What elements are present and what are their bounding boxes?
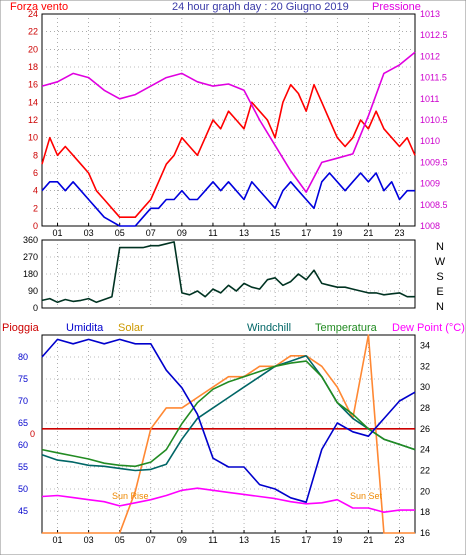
x-tick-label: 19 xyxy=(332,228,342,238)
temperature-tick-label: 28 xyxy=(420,403,430,413)
humidity-tick-label: 50 xyxy=(18,484,28,494)
temperature-line xyxy=(41,360,416,468)
wind-gust-line xyxy=(41,172,415,227)
compass-label: S xyxy=(436,271,443,283)
wind-speed-tick-label: 2 xyxy=(33,203,38,213)
humidity-tick-label: 70 xyxy=(18,396,28,406)
x-tick-label: 17 xyxy=(301,535,311,545)
pressure-tick-label: 1009.5 xyxy=(420,157,448,167)
x-tick-label: 15 xyxy=(270,228,280,238)
x-tick-label: 11 xyxy=(208,535,217,545)
wind-speed-tick-label: 0 xyxy=(33,221,38,231)
temperature-tick-label: 22 xyxy=(420,465,430,475)
pressure-tick-label: 1011.5 xyxy=(420,73,447,83)
pressure-tick-label: 1009 xyxy=(420,179,440,189)
wind-speed-tick-label: 8 xyxy=(33,150,38,160)
wind-speed-line xyxy=(41,83,416,218)
compass-label: N xyxy=(436,241,444,253)
direction-tick-label: 360 xyxy=(23,235,38,245)
wind-speed-tick-label: 4 xyxy=(33,186,38,196)
x-tick-label: 21 xyxy=(363,228,373,238)
x-tick-label: 15 xyxy=(270,535,280,545)
sunset-label: Sun Set xyxy=(350,491,383,501)
pressure-axis-label: Pressione xyxy=(372,1,421,13)
pressure-tick-label: 1012 xyxy=(420,51,440,61)
x-tick-label: 05 xyxy=(115,535,125,545)
temperature-tick-label: 24 xyxy=(420,445,430,455)
compass-label: W xyxy=(435,256,446,268)
humidity-tick-label: 60 xyxy=(18,440,28,450)
humidity-tick-label: 75 xyxy=(18,374,28,384)
x-tick-label: 07 xyxy=(146,535,156,545)
pressure-tick-label: 1008.5 xyxy=(420,200,448,210)
temperature-tick-label: 32 xyxy=(420,361,430,371)
legend-windchill: Windchill xyxy=(247,322,291,334)
x-tick-label: 05 xyxy=(115,228,125,238)
temperature-tick-label: 26 xyxy=(420,424,430,434)
x-tick-label: 23 xyxy=(394,535,404,545)
legend-temperature: Temperatura xyxy=(315,322,378,334)
sunrise-label: Sun Rise xyxy=(112,491,149,501)
direction-tick-label: 180 xyxy=(23,269,38,279)
direction-tick-label: 90 xyxy=(28,286,38,296)
compass-label: E xyxy=(436,286,443,298)
x-tick-label: 07 xyxy=(146,228,156,238)
x-tick-label: 03 xyxy=(84,228,94,238)
x-tick-label: 13 xyxy=(239,228,249,238)
grid-wind-direction xyxy=(42,240,415,308)
pressure-tick-label: 1013 xyxy=(420,9,440,19)
x-tick-label: 23 xyxy=(394,228,404,238)
pressure-tick-label: 1012.5 xyxy=(420,30,448,40)
wind-speed-tick-label: 12 xyxy=(28,115,38,125)
x-tick-label: 21 xyxy=(363,535,373,545)
wind-speed-tick-label: 20 xyxy=(28,44,38,54)
temperature-tick-label: 18 xyxy=(420,507,430,517)
dew-point-line xyxy=(41,487,415,514)
compass-label: N xyxy=(436,301,444,313)
temperature-tick-label: 34 xyxy=(420,340,430,350)
direction-tick-label: 270 xyxy=(23,252,38,262)
temperature-tick-label: 30 xyxy=(420,382,430,392)
panel-humidity-temperature xyxy=(41,334,416,534)
legend-humidity: Umidita xyxy=(66,322,104,334)
legend-dew-point: Dew Point (°C) xyxy=(392,322,465,334)
humidity-line xyxy=(41,338,416,504)
x-tick-label: 19 xyxy=(332,535,342,545)
x-tick-label: 13 xyxy=(239,535,249,545)
pressure-tick-label: 1010.5 xyxy=(420,115,448,125)
wind-speed-tick-label: 6 xyxy=(33,168,38,178)
legend-rain: Pioggia xyxy=(2,322,40,334)
pressure-tick-label: 1008 xyxy=(420,221,440,231)
wind-direction-line xyxy=(41,241,415,304)
temperature-tick-label: 16 xyxy=(420,528,430,538)
wind-speed-axis-label: Forza vento xyxy=(10,1,68,13)
pressure-tick-label: 1010 xyxy=(420,136,440,146)
wind-speed-tick-label: 22 xyxy=(28,27,38,37)
humidity-tick-label: 45 xyxy=(18,506,28,516)
chart-title: 24 hour graph day : 20 Giugno 2019 xyxy=(172,1,349,13)
temperature-tick-label: 20 xyxy=(420,486,430,496)
wind-speed-tick-label: 18 xyxy=(28,62,38,72)
wind-speed-tick-label: 10 xyxy=(28,133,38,143)
x-tick-label: 11 xyxy=(208,228,217,238)
x-tick-label: 09 xyxy=(177,535,187,545)
humidity-tick-label: 65 xyxy=(18,418,28,428)
humidity-tick-label: 80 xyxy=(18,352,28,362)
x-tick-label: 01 xyxy=(53,228,63,238)
pressure-line xyxy=(41,51,416,193)
x-tick-label: 09 xyxy=(177,228,187,238)
x-tick-label: 17 xyxy=(301,228,311,238)
direction-tick-label: 0 xyxy=(33,303,38,313)
windchill-line xyxy=(41,354,416,472)
wind-speed-tick-label: 14 xyxy=(28,97,38,107)
rain-zero-label: 0 xyxy=(30,429,35,439)
pressure-tick-label: 1011 xyxy=(420,94,439,104)
x-tick-label: 03 xyxy=(84,535,94,545)
humidity-tick-label: 55 xyxy=(18,462,28,472)
legend-solar: Solar xyxy=(118,322,144,334)
wind-speed-tick-label: 16 xyxy=(28,80,38,90)
wind-speed-tick-label: 24 xyxy=(28,9,38,19)
x-tick-label: 01 xyxy=(53,535,63,545)
